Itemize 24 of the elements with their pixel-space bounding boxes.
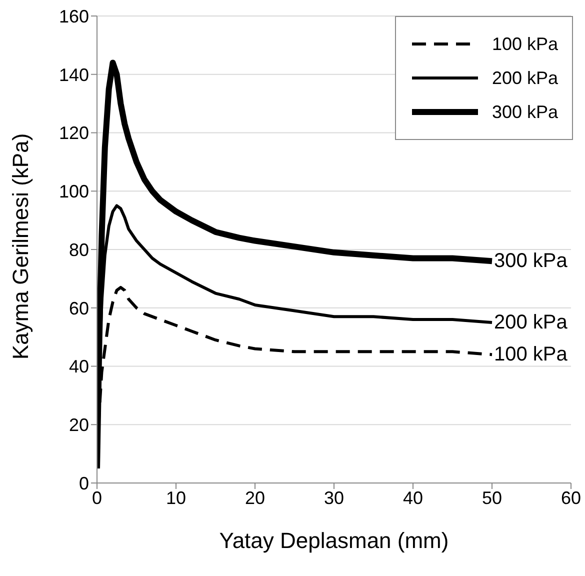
y-tick-label: 160 xyxy=(58,6,89,26)
y-tick-label: 60 xyxy=(68,298,89,318)
annotation: 300 kPa xyxy=(494,250,568,272)
y-tick-label: 80 xyxy=(68,240,89,260)
y-axis-title: Kayma Gerilmesi (kPa) xyxy=(8,133,33,360)
annotation: 200 kPa xyxy=(494,311,568,334)
x-tick-label: 10 xyxy=(166,488,186,508)
annotation: 100 kPa xyxy=(494,344,568,366)
x-tick-label: 40 xyxy=(402,488,424,508)
x-tick-label: 50 xyxy=(482,488,502,508)
x-tick-label: 20 xyxy=(244,488,266,508)
y-tick-label: 140 xyxy=(58,64,89,85)
y-tick-label: 120 xyxy=(58,123,89,144)
x-axis-title: Yatay Deplasman (mm) xyxy=(219,528,449,553)
x-tick-label: 30 xyxy=(324,488,344,508)
y-tick-label: 0 xyxy=(78,473,89,494)
x-tick-label: 60 xyxy=(560,488,582,508)
legend-label: 200 kPa xyxy=(492,68,558,88)
y-tick-label: 20 xyxy=(68,415,89,436)
legend-label: 300 kPa xyxy=(492,102,558,122)
legend-label: 100 kPa xyxy=(492,34,558,54)
y-tick-label: 100 xyxy=(58,182,89,202)
y-tick-label: 40 xyxy=(68,356,89,377)
x-tick-label: 0 xyxy=(92,488,102,508)
